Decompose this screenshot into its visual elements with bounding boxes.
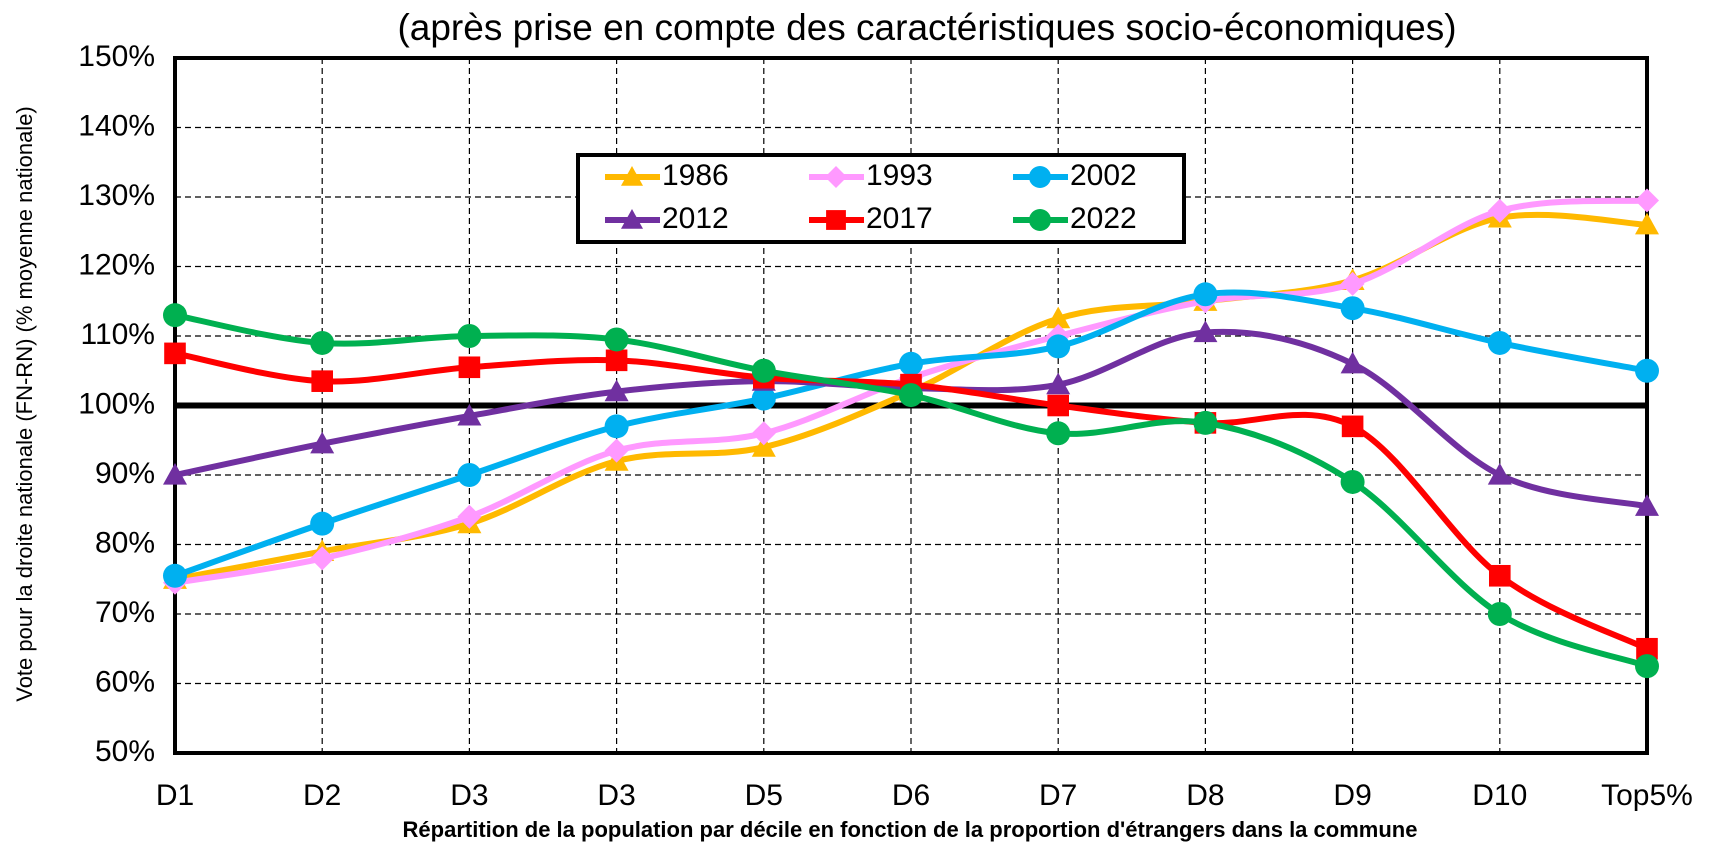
data-point [604,379,629,402]
data-point [310,330,335,355]
data-point [1635,494,1659,516]
x-tick-label: D3 [450,779,488,812]
x-tick-label: D3 [597,779,635,812]
legend-marker [621,166,643,186]
legend-label: 1986 [662,159,729,192]
x-tick-label: D8 [1186,779,1224,812]
data-point [1487,198,1512,223]
data-point [899,351,923,376]
data-point [164,342,186,365]
data-point [310,431,335,454]
data-point [1340,351,1365,374]
data-point [1635,358,1659,383]
data-point [1635,212,1659,235]
data-point [1193,410,1218,435]
data-point [163,303,187,328]
data-point [605,349,628,372]
data-point [1047,394,1069,417]
data-point [1635,654,1659,679]
data-point [457,324,482,348]
y-tick-label: 100% [78,387,155,420]
x-tick-label: Top5% [1601,779,1693,812]
data-point [1487,463,1512,485]
y-tick-label: 90% [95,457,155,490]
data-point [604,438,629,463]
y-axis-title: Vote pour la droite nationale (FN-RN) (%… [12,106,37,702]
data-point [604,327,629,352]
legend-label: 1993 [866,159,933,192]
x-tick-label: D9 [1333,779,1371,812]
data-point [1487,602,1512,626]
y-tick-label: 110% [80,318,155,351]
data-point [751,386,776,411]
data-point [1046,372,1071,395]
legend-label: 2022 [1070,202,1137,235]
data-point [457,403,482,426]
data-point [311,370,333,392]
legend-box [576,153,1186,244]
data-point [1046,421,1071,446]
data-point [1193,320,1218,343]
y-tick-label: 130% [78,179,155,212]
data-point [310,546,335,571]
y-tick-label: 150% [78,40,155,73]
legend-marker [1029,209,1051,231]
data-point [604,414,629,439]
x-tick-label: D10 [1472,779,1527,812]
x-tick-label: D5 [745,779,783,812]
data-point [1489,564,1511,587]
y-tick-label: 60% [95,665,155,698]
data-point [457,463,482,487]
x-axis-title: Répartition de la population par décile … [403,817,1418,842]
chart-subtitle: (après prise en compte des caractéristiq… [397,7,1456,48]
data-point [899,383,923,408]
data-point [751,358,776,383]
data-point [163,463,187,485]
data-point [1341,415,1364,438]
legend-marker [621,209,643,229]
y-tick-label: 140% [78,109,155,142]
data-point [458,356,481,379]
legend-label: 2017 [866,202,933,235]
data-point [1193,282,1218,307]
data-point [751,435,776,457]
data-point [163,563,187,588]
data-point [1340,469,1365,494]
data-point [751,421,776,446]
legend-label: 2002 [1070,159,1137,192]
x-tick-label: D1 [156,779,194,812]
data-point [310,511,335,536]
x-tick-label: D6 [892,779,930,812]
y-tick-label: 80% [95,526,155,559]
legend-marker [826,210,846,230]
data-point [1635,188,1659,213]
data-point [1046,334,1071,359]
data-point [1340,296,1365,321]
legend-marker [1029,166,1051,188]
x-tick-label: D7 [1039,779,1077,812]
data-point [1636,637,1658,660]
data-point [1046,306,1071,329]
x-tick-label: D2 [303,779,341,812]
legend-label: 2012 [662,202,729,235]
legend-marker [825,166,847,188]
y-tick-label: 120% [78,248,155,281]
y-tick-label: 50% [95,735,155,768]
data-point [1340,271,1365,296]
y-tick-label: 70% [95,596,155,629]
data-point [1487,330,1512,355]
data-point [457,504,482,529]
